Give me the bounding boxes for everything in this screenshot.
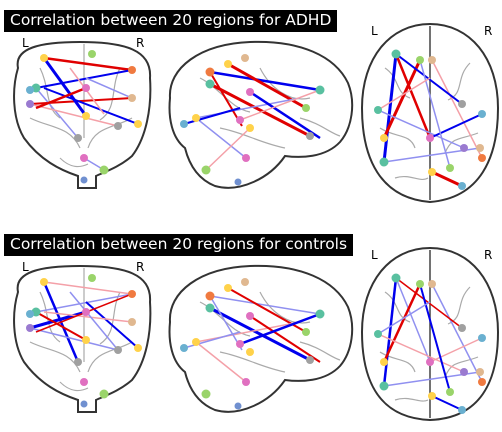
- coronal-right-label: R: [136, 260, 145, 274]
- axial-brain-view: [360, 246, 500, 422]
- sagittal-edges: [183, 287, 321, 383]
- coronal-nodes: [26, 274, 142, 408]
- coronal-left-label: L: [22, 260, 29, 274]
- axial-right-label: R: [484, 248, 493, 262]
- connectome-glass-brain: [13, 22, 500, 204]
- axial-right-label: R: [484, 24, 493, 38]
- connectome-glass-brain: [13, 246, 500, 422]
- axial-left-label: L: [371, 24, 378, 38]
- coronal-nodes: [26, 50, 142, 184]
- coronal-edges: [29, 281, 139, 363]
- axial-nodes: [374, 273, 486, 414]
- axial-left-label: L: [371, 248, 378, 262]
- coronal-right-label: R: [136, 36, 145, 50]
- panel-title: Correlation between 20 regions for contr…: [4, 234, 354, 256]
- panel-title: Correlation between 20 regions for ADHD: [4, 10, 338, 32]
- coronal-left-label: L: [22, 36, 29, 50]
- sagittal-nodes: [180, 54, 325, 186]
- coronal-edges: [29, 56, 139, 171]
- controls-connectome-panel: Correlation between 20 regions for contr…: [0, 232, 502, 432]
- axial-brain-view: [360, 22, 500, 204]
- sagittal-nodes: [180, 278, 325, 410]
- axial-nodes: [374, 49, 486, 190]
- sagittal-edges: [183, 62, 321, 171]
- adhd-connectome-panel: Correlation between 20 regions for ADHD …: [0, 8, 502, 208]
